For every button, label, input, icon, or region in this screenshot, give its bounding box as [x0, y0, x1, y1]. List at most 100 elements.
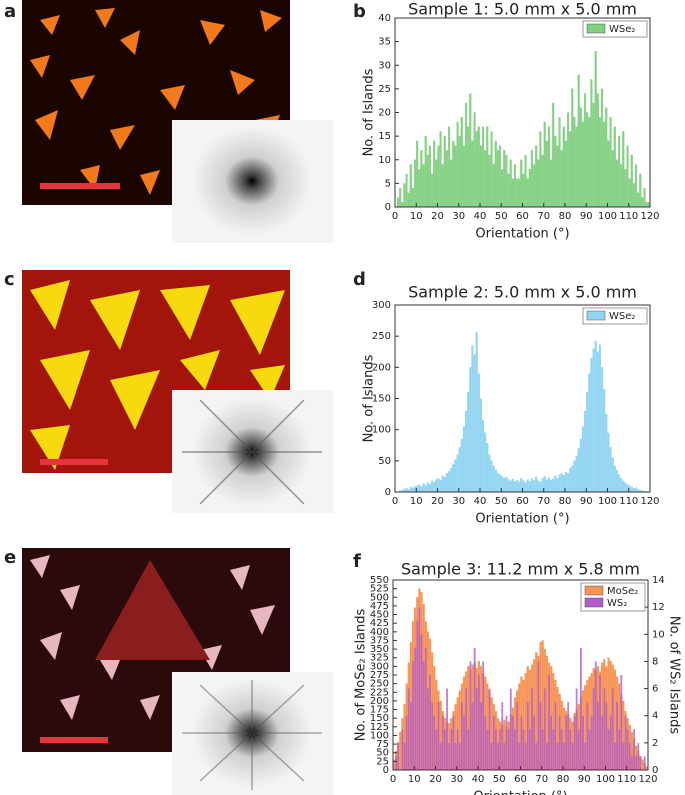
bar	[497, 742, 499, 770]
bar	[454, 742, 457, 770]
y2-tick-label: 8	[652, 656, 658, 667]
bar	[405, 173, 408, 208]
bar	[471, 702, 474, 770]
bar	[617, 135, 621, 208]
bar	[645, 202, 648, 208]
bar	[552, 102, 555, 208]
bar	[541, 478, 544, 493]
bar	[407, 688, 410, 770]
bar	[546, 742, 548, 770]
bar	[520, 715, 523, 770]
bar	[560, 729, 563, 770]
bar	[507, 173, 510, 208]
bar	[411, 187, 414, 208]
bar	[590, 357, 593, 493]
bar	[530, 150, 533, 208]
y-tick-label: 200	[370, 696, 389, 707]
bar	[481, 126, 485, 208]
x-tick-label: 30	[452, 496, 465, 507]
legend-label: MoSe₂	[607, 586, 638, 597]
bar	[633, 729, 635, 770]
bar	[607, 729, 610, 770]
bar	[560, 473, 563, 493]
bar	[581, 426, 584, 493]
bar	[599, 675, 601, 770]
bar	[439, 742, 442, 770]
x-tick-label: 110	[619, 496, 638, 507]
bar	[530, 478, 533, 493]
bar	[498, 145, 502, 208]
bar	[435, 159, 438, 208]
bar	[579, 438, 582, 493]
bar	[518, 481, 521, 493]
x-tick-label: 50	[495, 496, 508, 507]
bar	[495, 729, 497, 770]
bar	[609, 446, 612, 493]
bar	[594, 50, 597, 208]
x-tick-label: 0	[390, 774, 396, 785]
y-tick-label: 50	[378, 456, 391, 467]
bar	[403, 183, 406, 208]
legend-swatch	[584, 585, 604, 596]
x-tick-label: 40	[474, 496, 487, 507]
bar	[634, 487, 638, 493]
bar	[515, 480, 519, 493]
bar	[486, 443, 489, 493]
bar	[494, 469, 497, 493]
bar	[458, 446, 461, 493]
bar	[430, 173, 434, 208]
bar	[435, 479, 438, 493]
bar	[418, 607, 421, 770]
bar	[454, 459, 457, 493]
y-axis-title: No. of Islands	[362, 68, 377, 156]
bar	[484, 715, 487, 770]
bar	[396, 197, 400, 208]
bar	[516, 702, 519, 770]
bar	[514, 729, 516, 770]
bar	[428, 483, 431, 493]
bar	[439, 131, 442, 208]
bar	[598, 117, 601, 208]
y-tick-label: 0	[385, 202, 391, 213]
panel-label: e	[4, 547, 16, 568]
bar	[558, 117, 561, 208]
bar	[624, 482, 627, 493]
bar	[498, 474, 502, 493]
x-tick-label: 20	[431, 211, 444, 222]
bar	[556, 742, 559, 770]
bar	[569, 468, 572, 493]
bar	[535, 742, 538, 770]
bar	[412, 661, 414, 770]
x-tick-label: 60	[516, 211, 529, 222]
bar	[407, 192, 410, 208]
bar	[458, 742, 461, 770]
bar	[513, 481, 516, 493]
bar	[452, 463, 455, 493]
bar	[422, 483, 425, 493]
bar	[447, 126, 451, 208]
bar	[566, 473, 570, 493]
bar	[615, 159, 618, 208]
x-tick-label: 40	[472, 774, 485, 785]
x-tick-label: 80	[559, 496, 572, 507]
bar	[499, 729, 502, 770]
bar	[433, 140, 436, 208]
bar	[420, 634, 423, 770]
bar	[624, 715, 627, 770]
y-tick-label: 500	[370, 592, 389, 603]
bar	[616, 702, 618, 770]
bar	[441, 475, 444, 493]
bar	[573, 117, 576, 208]
bar	[460, 438, 463, 493]
x-tick-label: 80	[557, 774, 570, 785]
bar	[582, 715, 584, 770]
y-tick-label: 525	[370, 584, 389, 595]
bar	[615, 470, 618, 493]
bar	[628, 178, 631, 208]
bar	[405, 488, 408, 493]
bar	[471, 345, 474, 493]
bar	[448, 742, 451, 770]
bar	[586, 702, 589, 770]
bar	[484, 150, 487, 208]
y-tick-label: 25	[376, 756, 389, 767]
